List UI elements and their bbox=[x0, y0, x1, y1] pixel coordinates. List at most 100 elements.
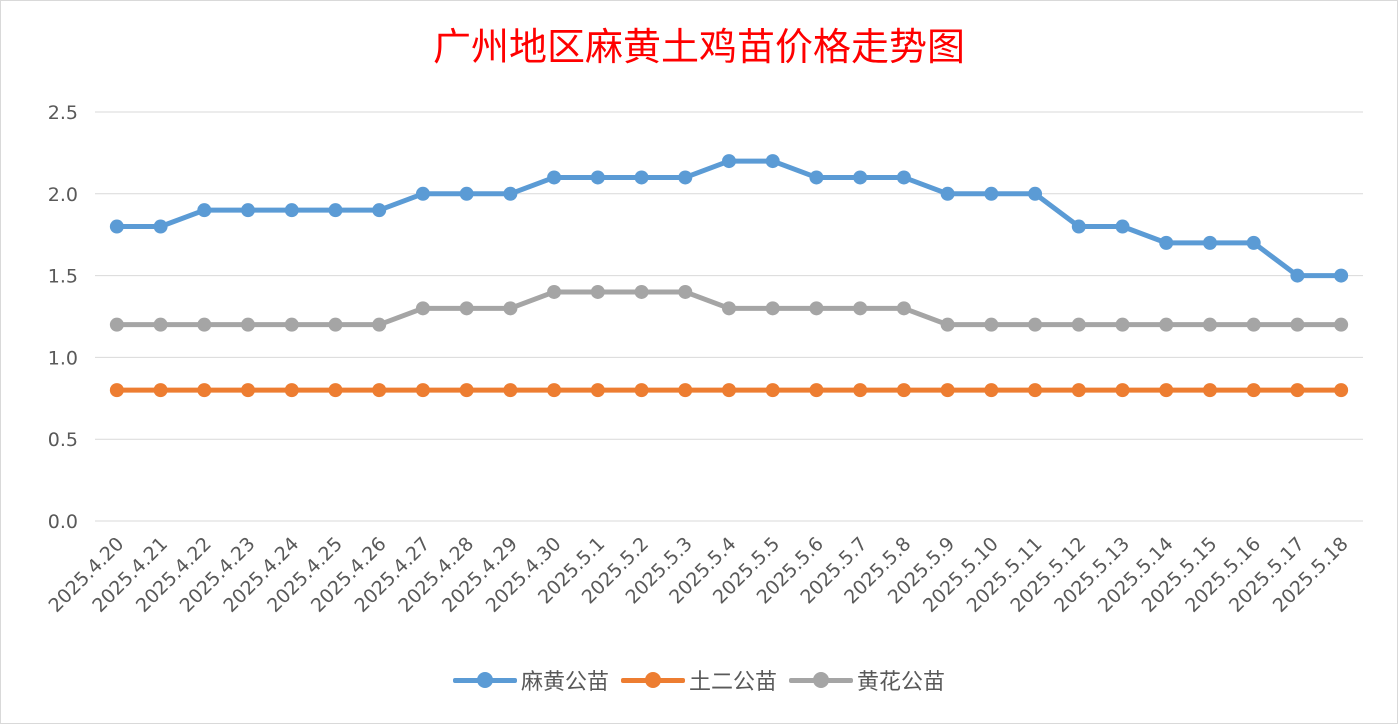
data-point bbox=[634, 383, 649, 398]
data-point bbox=[809, 170, 824, 185]
data-point bbox=[722, 154, 736, 169]
data-point bbox=[547, 284, 562, 299]
legend-label: 黄花公苗 bbox=[857, 670, 946, 695]
data-point bbox=[284, 317, 299, 332]
data-point bbox=[1028, 186, 1043, 201]
data-point bbox=[109, 317, 124, 332]
series-2 bbox=[109, 383, 1349, 398]
data-point bbox=[634, 284, 649, 299]
data-point bbox=[1071, 383, 1086, 398]
data-point bbox=[984, 186, 999, 201]
data-point bbox=[372, 203, 387, 218]
data-point bbox=[153, 383, 168, 398]
data-point bbox=[372, 317, 387, 332]
data-point bbox=[940, 317, 955, 332]
data-point bbox=[547, 170, 562, 185]
data-point bbox=[765, 154, 780, 169]
data-point bbox=[459, 186, 474, 201]
data-point bbox=[590, 383, 605, 398]
data-point bbox=[372, 383, 387, 398]
data-point bbox=[1290, 268, 1305, 283]
data-point bbox=[678, 284, 693, 299]
data-point bbox=[1028, 383, 1043, 398]
data-point bbox=[415, 301, 430, 316]
y-tick-label: 1.5 bbox=[48, 266, 78, 288]
legend-marker bbox=[644, 672, 661, 688]
data-point bbox=[853, 383, 868, 398]
legend-item: 黄花公苗 bbox=[789, 664, 945, 696]
data-point bbox=[853, 301, 868, 316]
data-point bbox=[197, 317, 212, 332]
data-point bbox=[241, 317, 256, 332]
data-point bbox=[1071, 219, 1086, 234]
legend-item: 土二公苗 bbox=[620, 664, 777, 696]
series-3 bbox=[109, 284, 1349, 332]
data-point bbox=[153, 317, 168, 332]
data-point bbox=[765, 383, 780, 398]
data-point bbox=[678, 170, 693, 185]
data-point bbox=[765, 301, 780, 316]
data-point bbox=[241, 203, 256, 218]
data-point bbox=[1290, 317, 1305, 332]
data-point bbox=[984, 383, 999, 398]
series-group bbox=[109, 154, 1349, 398]
data-point bbox=[940, 186, 955, 201]
data-point bbox=[722, 383, 736, 398]
data-point bbox=[328, 383, 343, 398]
data-point bbox=[896, 170, 911, 185]
data-point bbox=[109, 219, 124, 234]
legend-label: 土二公苗 bbox=[688, 670, 777, 695]
data-point bbox=[197, 383, 212, 398]
y-tick-label: 0.0 bbox=[48, 511, 78, 533]
legend: 麻黄公苗 土二公苗 黄花公苗 bbox=[0, 664, 1398, 696]
y-tick-label: 2.0 bbox=[48, 184, 78, 206]
data-point bbox=[1334, 317, 1349, 332]
legend-marker bbox=[813, 672, 829, 688]
data-point bbox=[1159, 317, 1174, 332]
y-tick-label: 2.5 bbox=[48, 102, 78, 124]
data-point bbox=[940, 383, 955, 398]
data-point bbox=[503, 383, 518, 398]
data-point bbox=[1290, 383, 1305, 398]
legend-swatch bbox=[789, 670, 853, 690]
chart-title: 广州地区麻黄土鸡苗价格走势图 bbox=[432, 25, 965, 69]
data-point bbox=[809, 301, 824, 316]
data-point bbox=[1115, 383, 1130, 398]
data-point bbox=[1115, 317, 1130, 332]
data-point bbox=[1246, 235, 1261, 250]
y-tick-label: 1.0 bbox=[48, 347, 78, 369]
data-point bbox=[1071, 317, 1086, 332]
data-point bbox=[809, 383, 824, 398]
data-point bbox=[284, 383, 299, 398]
data-point bbox=[547, 383, 562, 398]
data-point bbox=[284, 203, 299, 218]
legend-label: 麻黄公苗 bbox=[520, 670, 609, 695]
data-point bbox=[415, 383, 430, 398]
data-point bbox=[853, 170, 868, 185]
data-point bbox=[1202, 235, 1217, 250]
data-point bbox=[503, 186, 518, 201]
data-point bbox=[722, 301, 736, 316]
data-point bbox=[1159, 235, 1174, 250]
data-point bbox=[634, 170, 649, 185]
data-point bbox=[590, 284, 605, 299]
data-point bbox=[1246, 317, 1261, 332]
data-point bbox=[590, 170, 605, 185]
data-point bbox=[503, 301, 518, 316]
data-point bbox=[1028, 317, 1043, 332]
data-point bbox=[984, 317, 999, 332]
data-point bbox=[1202, 317, 1217, 332]
data-point bbox=[1334, 383, 1349, 398]
data-point bbox=[109, 383, 124, 398]
y-axis-ticks: 0.0 0.5 1.0 1.5 2.0 2.5 bbox=[48, 102, 78, 533]
series-line bbox=[114, 158, 1344, 279]
legend-swatch bbox=[620, 670, 685, 690]
data-point bbox=[678, 383, 693, 398]
series-1 bbox=[109, 154, 1349, 283]
data-point bbox=[415, 186, 430, 201]
legend-marker bbox=[476, 672, 493, 688]
data-point bbox=[459, 301, 474, 316]
legend-item: 麻黄公苗 bbox=[452, 664, 609, 696]
